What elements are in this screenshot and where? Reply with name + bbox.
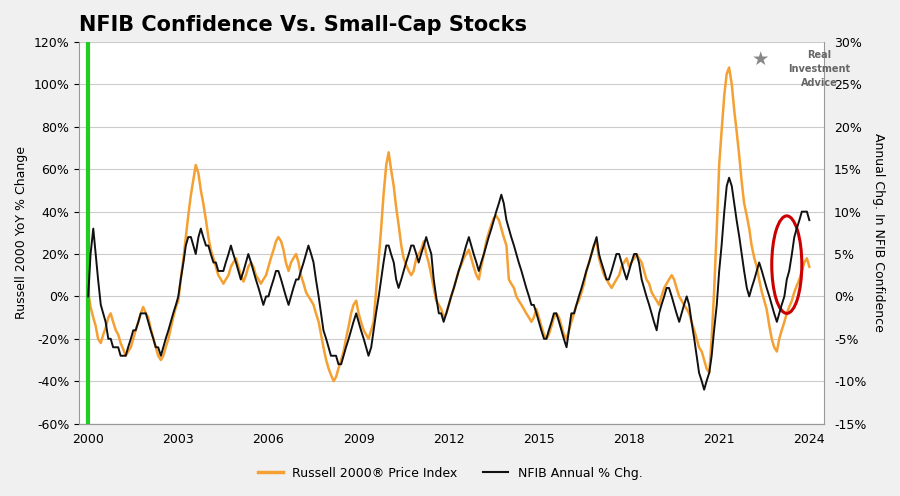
Legend: Russell 2000® Price Index, NFIB Annual % Chg.: Russell 2000® Price Index, NFIB Annual %…: [253, 462, 647, 485]
Text: ★: ★: [752, 50, 770, 68]
Text: NFIB Confidence Vs. Small-Cap Stocks: NFIB Confidence Vs. Small-Cap Stocks: [79, 15, 527, 35]
Text: Real
Investment
Advice: Real Investment Advice: [788, 50, 850, 88]
Y-axis label: Russell 2000 YoY % Change: Russell 2000 YoY % Change: [15, 146, 28, 319]
Y-axis label: Annual Chg. In NFIB Confidence: Annual Chg. In NFIB Confidence: [872, 133, 885, 332]
